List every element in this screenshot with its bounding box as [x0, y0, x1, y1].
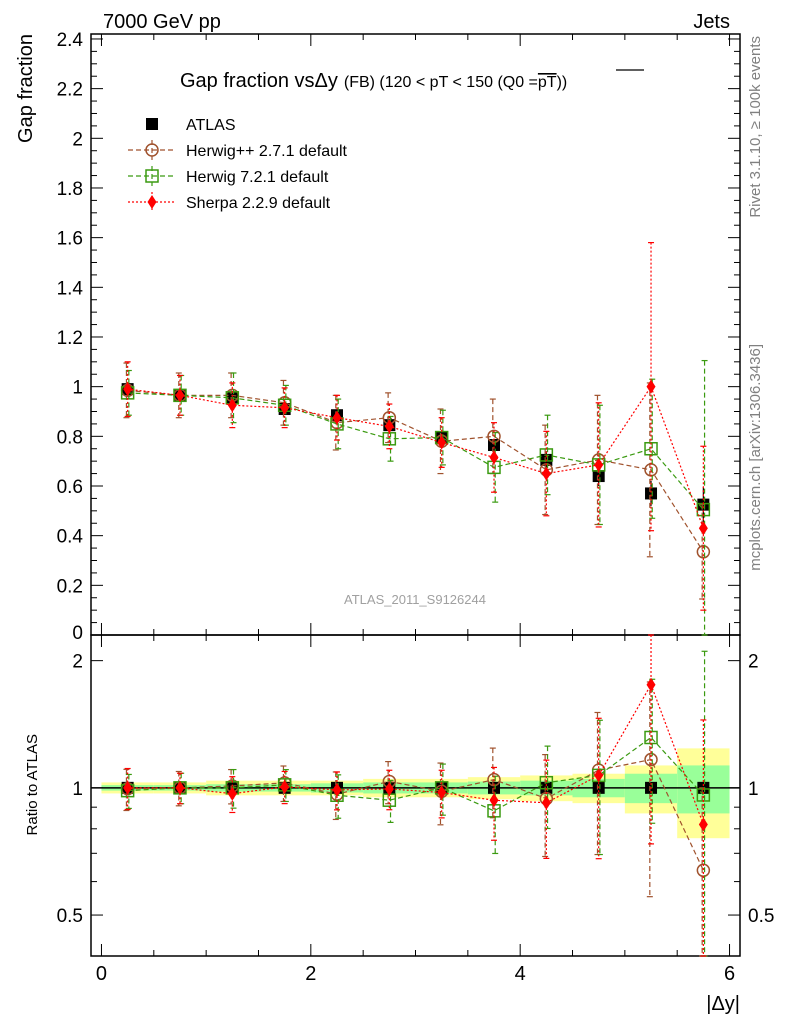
title-pt: pT: [538, 74, 557, 91]
ratio-point-sherpa: [698, 817, 708, 832]
y-tick-label: 1.4: [57, 278, 84, 299]
y-tick-label: 1: [72, 378, 83, 399]
title-close: )): [557, 74, 568, 91]
ratio-point-sherpa: [123, 780, 133, 795]
point-sherpa: [280, 400, 290, 415]
ratio-point-herwigpp: [487, 772, 501, 787]
ratio-point-sherpa: [594, 768, 604, 783]
ratio-point-sherpa: [384, 781, 394, 796]
point-sherpa: [332, 410, 342, 425]
ratio-line-herwig7: [127, 736, 704, 812]
series-atlas: [121, 383, 710, 523]
legend-marker-atlas: [146, 118, 158, 130]
energy-label: 7000 GeV pp: [103, 11, 221, 33]
point-sherpa: [646, 379, 656, 394]
ratio-point-atlas: [540, 781, 553, 794]
ratio-y-tick-label: 2: [72, 652, 83, 673]
series-line-sherpa: [127, 385, 704, 529]
ratio-y-tick-label: 1: [72, 779, 83, 800]
y-tick-label: 0: [72, 623, 83, 644]
x-tick-label: 2: [305, 963, 316, 985]
ratio-y-tick-label: 0.5: [57, 906, 83, 927]
point-sherpa: [175, 388, 185, 403]
svg-text:Gap fraction vsΔy(FB) (120 < p: Gap fraction vsΔy (FB) (120 < pT < 150 (Q…: [180, 70, 567, 92]
axis-ticks: 0 2 4 6 0 0.2 0.4 0.6 0.8 1 1.2 1.4 1.6 1.8 2 2.2 2.4 0.5…: [57, 30, 775, 985]
y-tick-label: 2: [72, 129, 83, 150]
ratio-series: [120, 634, 711, 957]
x-tick-label: 4: [515, 963, 526, 985]
title-main: Gap fraction vsΔy: [180, 70, 338, 92]
point-sherpa: [384, 419, 394, 434]
category-label: Jets: [693, 11, 730, 33]
y-tick-label: 0.8: [57, 427, 83, 448]
ratio-series-herwig7: [120, 650, 711, 957]
y-tick-label: 0.2: [57, 576, 83, 597]
series-sherpa: [123, 242, 708, 611]
main-series: [120, 242, 711, 636]
legend-label-herwig7: Herwig 7.2.1 default: [186, 169, 329, 186]
ratio-point-sherpa: [280, 779, 290, 794]
ratio-point-sherpa: [437, 785, 447, 800]
x-tick-label: 6: [724, 963, 735, 985]
ratio-y-tick-label-right: 1: [748, 779, 759, 800]
ratio-series-herwigpp: [120, 681, 711, 957]
point-sherpa: [123, 382, 133, 397]
ratio-point-sherpa: [489, 793, 499, 808]
point-sherpa: [437, 435, 447, 450]
point-herwigpp: [696, 545, 711, 559]
ratio-point-herwigpp: [644, 752, 658, 767]
chart-title: Gap fraction vsΔy (FB) (120 < pT < 150 (Q…: [180, 69, 644, 92]
legend-label-herwigpp: Herwig++ 2.7.1 default: [186, 143, 348, 160]
ratio-point-sherpa: [227, 786, 237, 801]
y-tick-label: 0.4: [57, 527, 84, 548]
y-tick-label: 2.2: [57, 80, 83, 101]
ratio-uncertainty-bands: [101, 748, 730, 839]
ratio-y-axis-label: Ratio to ATLAS: [24, 734, 41, 835]
ratio-series-sherpa: [123, 634, 708, 957]
legend-label-atlas: ATLAS: [186, 117, 236, 134]
ratio-y-tick-label-right: 2: [748, 652, 759, 673]
point-sherpa: [698, 521, 708, 536]
ratio-line-sherpa: [127, 683, 704, 825]
legend-label-sherpa: Sherpa 2.2.9 default: [186, 195, 331, 212]
y-tick-label: 1.8: [57, 179, 83, 200]
point-sherpa: [489, 450, 499, 465]
point-herwigpp: [487, 429, 501, 444]
series-line-herwigpp: [127, 389, 704, 553]
legend-entry-atlas: ATLAS: [146, 117, 236, 134]
x-axis-label: |Δy|: [706, 993, 740, 1015]
ratio-point-sherpa: [541, 795, 551, 810]
legend-entry-sherpa: Sherpa 2.2.9 default: [128, 192, 331, 212]
y-tick-label: 2.4: [57, 30, 84, 51]
y-axis-label: Gap fraction: [15, 34, 37, 143]
series-line-herwig7: [127, 392, 704, 510]
x-tick-label: 0: [96, 963, 107, 985]
legend-marker-herwig7: [145, 169, 159, 183]
legend: ATLAS Herwig++ 2.7.1 default Herwig 7.2.1 …: [128, 117, 348, 212]
point-atlas: [645, 487, 658, 500]
rivet-label: Rivet 3.1.10, ≥ 100k events: [747, 36, 764, 218]
y-tick-label: 1.2: [57, 328, 83, 349]
analysis-watermark: ATLAS_2011_S9126244: [344, 592, 486, 607]
title-suffix: (FB) (120 < pT < 150 (Q0 =: [344, 74, 538, 91]
legend-marker-herwigpp: [145, 143, 159, 157]
legend-marker-sherpa: [147, 195, 157, 209]
mcplots-label: mcplots.cern.ch [arXiv:1306.3436]: [747, 344, 764, 571]
ratio-point-sherpa: [646, 677, 656, 692]
ratio-point-sherpa: [332, 782, 342, 797]
point-sherpa: [541, 466, 551, 481]
legend-entry-herwig7: Herwig 7.2.1 default: [128, 166, 329, 186]
y-tick-label: 1.6: [57, 229, 83, 250]
ratio-point-herwigpp: [696, 863, 711, 878]
ratio-point-sherpa: [175, 780, 185, 795]
series-herwigpp: [120, 362, 711, 600]
ratio-y-tick-label-right: 0.5: [748, 906, 774, 927]
point-sherpa: [594, 457, 604, 472]
legend-entry-herwigpp: Herwig++ 2.7.1 default: [128, 140, 348, 160]
point-sherpa: [227, 398, 237, 413]
ratio-line-herwigpp: [127, 758, 704, 871]
y-tick-label: 0.6: [57, 477, 83, 498]
